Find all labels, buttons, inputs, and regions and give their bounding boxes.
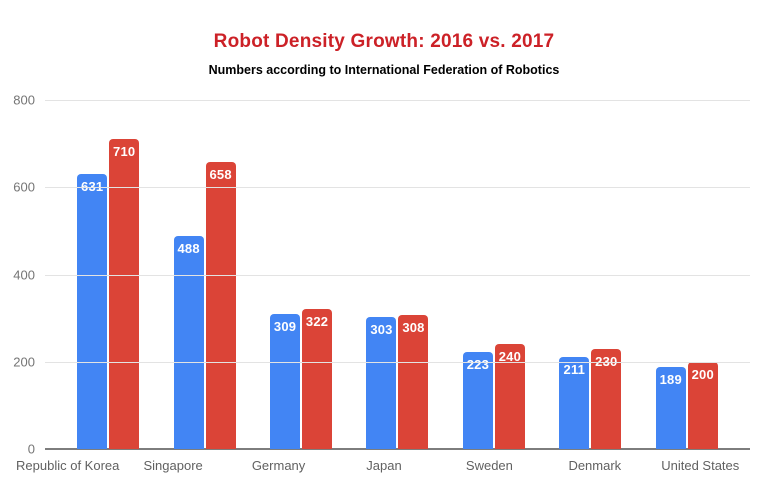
x-axis-label-0: Republic of Korea: [16, 458, 120, 473]
gridline-600: [45, 187, 750, 189]
bar-2016-united-states[interactable]: 189: [655, 366, 686, 449]
bar-value-label: 658: [209, 166, 232, 182]
y-axis-tick-label-0: 0: [27, 441, 35, 457]
bar-row: 223 240: [462, 344, 525, 449]
bar-2017-germany[interactable]: 322: [302, 308, 333, 449]
x-axis-label-1: Singapore: [143, 458, 203, 473]
bar-2017-denmark[interactable]: 230: [591, 348, 622, 449]
x-axis-labels: Republic of Korea Singapore Germany Japan Sw…: [15, 458, 753, 473]
bar-2017-united-states[interactable]: 200: [687, 361, 718, 449]
x-axis-label-2: Germany: [251, 458, 306, 473]
bar-2016-denmark[interactable]: 211: [559, 357, 590, 449]
bar-value-label: 230: [595, 353, 618, 369]
bar-2016-singapore[interactable]: 488: [173, 236, 204, 449]
plot-area: 631 710 488 658 309 322 303 308 223 240 211 230 189 2…: [13, 93, 750, 457]
bar-row: 303 308: [366, 314, 429, 449]
bar-row: 309 322: [270, 308, 333, 449]
bar-groups: 631 710 488 658 309 322 303 308 223 240 211 230 189 2…: [60, 100, 735, 449]
x-axis-label-5: Denmark: [568, 458, 622, 473]
bar-2016-sweden[interactable]: 223: [462, 351, 493, 449]
x-axis-baseline: [45, 448, 750, 450]
bar-value-label: 189: [659, 371, 682, 387]
x-axis-label-4: Sweden: [465, 458, 513, 473]
bar-2016-germany[interactable]: 309: [270, 314, 301, 449]
bar-2017-sweden[interactable]: 240: [494, 344, 525, 449]
chart-subtitle: Numbers according to International Feder…: [208, 63, 560, 77]
y-axis-tick-label-600: 600: [13, 179, 35, 195]
bar-row: 488 658: [173, 161, 236, 449]
bar-value-label: 710: [113, 144, 136, 160]
bar-row: 189 200: [655, 361, 718, 449]
bar-row: 211 230: [559, 348, 622, 449]
gridline-200: [45, 361, 750, 363]
bar-row: 631 710: [77, 139, 140, 449]
bar-value-label: 223: [466, 356, 490, 372]
bar-value-label: 308: [402, 319, 425, 335]
bar-2017-republic-of-korea[interactable]: 710: [109, 139, 140, 449]
gridline-400: [45, 274, 750, 276]
bar-value-label: 631: [81, 178, 104, 194]
bar-2016-japan[interactable]: 303: [366, 316, 397, 449]
bar-value-label: 200: [691, 366, 714, 382]
bar-value-label: 211: [563, 362, 586, 377]
bar-value-label: 322: [305, 313, 329, 329]
y-axis-tick-label-800: 800: [13, 92, 35, 108]
x-axis-label-3: Japan: [366, 458, 402, 473]
bar-value-label: 309: [273, 319, 297, 335]
gridline-800: [45, 100, 750, 101]
chart-title: Robot Density Growth: 2016 vs. 2017: [213, 31, 555, 52]
bar-2016-republic-of-korea[interactable]: 631: [77, 173, 108, 449]
bar-value-label: 303: [370, 321, 393, 337]
bar-group-0: 631 710: [60, 100, 156, 449]
bar-value-label: 488: [177, 241, 200, 257]
bar-2017-singapore[interactable]: 658: [205, 161, 236, 449]
bar-2017-japan[interactable]: 308: [398, 314, 429, 449]
bar-group-1: 488 658: [156, 100, 252, 449]
bar-value-label: 240: [498, 349, 522, 365]
bar-group-3: 303 308: [349, 100, 445, 449]
bar-group-2: 309 322: [253, 100, 349, 449]
bar-group-6: 189 200: [639, 100, 735, 449]
x-axis-label-6: United States: [661, 458, 740, 473]
y-axis-tick-label-400: 400: [13, 267, 35, 282]
bar-group-5: 211 230: [542, 100, 638, 449]
y-axis-tick-label-200: 200: [13, 354, 35, 370]
